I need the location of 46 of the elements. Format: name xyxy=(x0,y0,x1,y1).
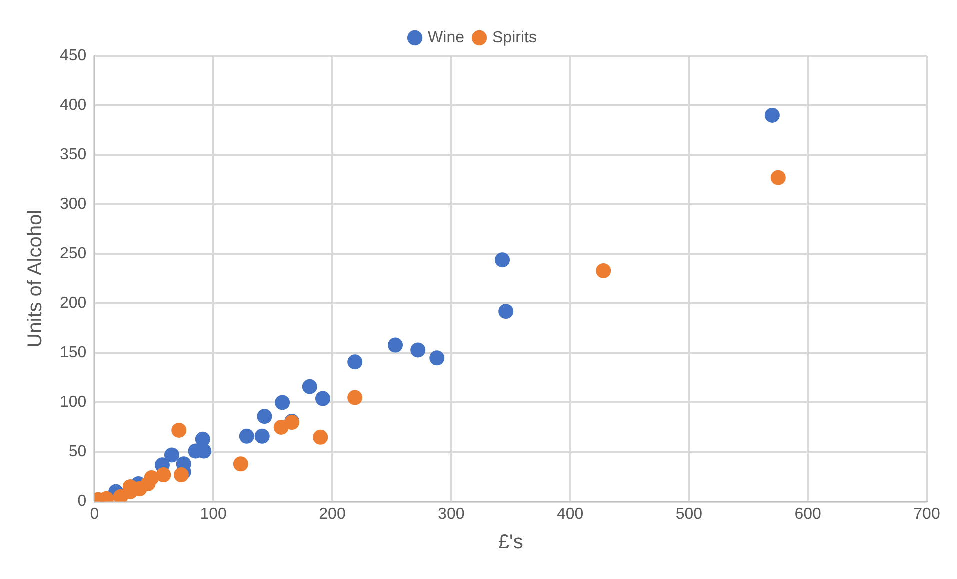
y-tick-label: 250 xyxy=(60,246,87,263)
point xyxy=(275,395,290,410)
y-tick-label: 300 xyxy=(60,196,87,214)
point xyxy=(164,448,180,463)
y-tick-label: 50 xyxy=(68,444,87,461)
x-tick-label: 300 xyxy=(438,506,465,523)
y-tick-label: 100 xyxy=(60,394,87,412)
y-tick-label: 0 xyxy=(78,493,87,510)
point xyxy=(410,342,426,358)
point xyxy=(313,430,328,445)
x-tick-label: 500 xyxy=(676,506,703,523)
legend-label: Wine xyxy=(428,29,465,46)
y-axis-title: Units of Alcohol xyxy=(24,210,47,348)
point xyxy=(348,354,363,370)
y-tick-label: 150 xyxy=(60,344,87,362)
point xyxy=(257,409,272,424)
x-tick-label: 0 xyxy=(90,506,100,523)
y-tick-label: 400 xyxy=(60,96,87,114)
point xyxy=(239,428,254,444)
y-tick-label: 200 xyxy=(60,295,87,312)
point xyxy=(113,489,128,502)
point xyxy=(156,468,172,483)
point xyxy=(172,422,187,438)
point xyxy=(174,468,189,483)
x-tick-label: 200 xyxy=(319,506,346,523)
y-tick-label: 350 xyxy=(60,146,87,164)
y-tick-label: 450 xyxy=(60,47,87,64)
point xyxy=(430,350,445,366)
x-tick-label: 100 xyxy=(200,506,228,523)
x-tick-label: 600 xyxy=(794,506,822,523)
point xyxy=(596,263,612,278)
point xyxy=(254,428,270,444)
point xyxy=(498,304,514,320)
point xyxy=(233,456,248,472)
point xyxy=(348,390,363,406)
x-tick-label: 700 xyxy=(914,506,940,523)
point xyxy=(302,379,318,394)
point xyxy=(764,108,780,123)
point xyxy=(495,252,510,268)
point xyxy=(770,170,786,186)
x-axis-title: £'s xyxy=(498,532,524,554)
legend-label: Spirits xyxy=(492,29,537,46)
point xyxy=(274,420,289,435)
point xyxy=(388,338,404,353)
point xyxy=(315,391,330,406)
x-tick-label: 400 xyxy=(556,506,584,523)
